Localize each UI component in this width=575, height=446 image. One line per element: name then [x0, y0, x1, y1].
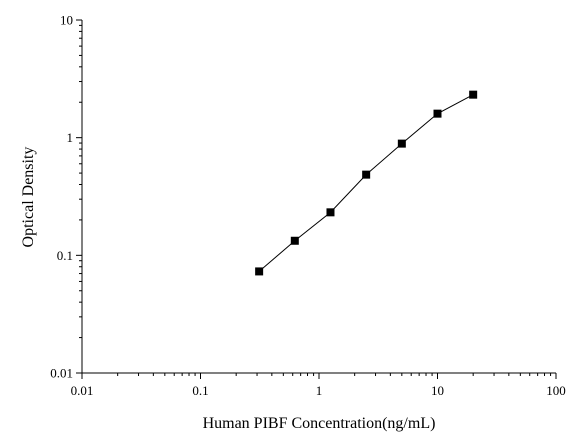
ticks	[76, 19, 557, 379]
y-tick-label: 1	[67, 130, 74, 145]
data-point-marker	[397, 139, 406, 148]
x-tick-label: 0.1	[192, 383, 208, 398]
tick-labels: 0.01 0.1 1 10 100 0.01 0.1 1 10	[50, 13, 566, 399]
x-tick-label: 10	[431, 383, 444, 398]
data-point-marker	[326, 208, 335, 217]
data-point-marker	[255, 267, 264, 276]
x-tick-label: 100	[546, 383, 566, 398]
y-tick-label: 10	[60, 13, 73, 28]
data-series	[255, 90, 478, 276]
data-point-marker	[290, 236, 299, 245]
x-axis-title: Human PIBF Concentration(ng/mL)	[203, 415, 436, 432]
data-point-marker	[433, 109, 442, 118]
y-axis-title: Optical Density	[20, 147, 37, 248]
axes	[81, 20, 556, 374]
y-tick-label: 0.1	[57, 248, 73, 263]
data-point-marker	[362, 170, 371, 179]
x-tick-label: 1	[316, 383, 323, 398]
y-tick-label: 0.01	[50, 366, 73, 381]
data-point-marker	[469, 90, 478, 99]
series-line	[258, 94, 474, 272]
x-tick-label: 0.01	[71, 383, 94, 398]
